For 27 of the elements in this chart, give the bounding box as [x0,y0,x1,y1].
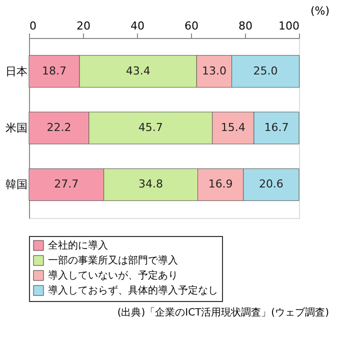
data-label: 43.4 [126,64,150,78]
x-tick-label: 40 [130,20,144,32]
x-axis-title: (%) [310,4,330,18]
x-tick-label: 100 [278,20,300,32]
data-label: 22.2 [46,121,72,134]
legend-label: 導入しておらず、具体的導入予定なし [48,284,218,296]
data-label: 34.8 [138,178,164,191]
data-label: 16.9 [208,178,233,191]
x-tick-label: 20 [76,20,90,32]
y-tick-label: 韓国 [6,178,28,192]
text: (出典)「企業のICT活用現状調査」(ウェブ調査) [117,306,330,318]
legend-label: 導入していないが、予定あり [48,270,178,282]
x-tick-label: 0 [30,20,36,32]
data-label: 18.7 [42,64,66,78]
data-label: 45.7 [138,121,163,134]
x-tick-label: 80 [238,20,252,32]
x-tick-label: 60 [184,20,198,32]
y-tick-label: 米国 [6,122,28,134]
y-tick-label: 日本 [6,64,28,78]
data-label: 25.0 [253,64,278,78]
data-label: 16.7 [264,121,289,134]
data-label: 13.0 [202,64,226,78]
data-label: 27.7 [54,178,79,191]
data-label: 20.6 [258,178,284,191]
legend-label: 全社的に導入 [48,240,108,252]
data-label: 15.4 [220,121,246,134]
legend-label: 一部の事業所又は部門で導入 [48,254,178,266]
